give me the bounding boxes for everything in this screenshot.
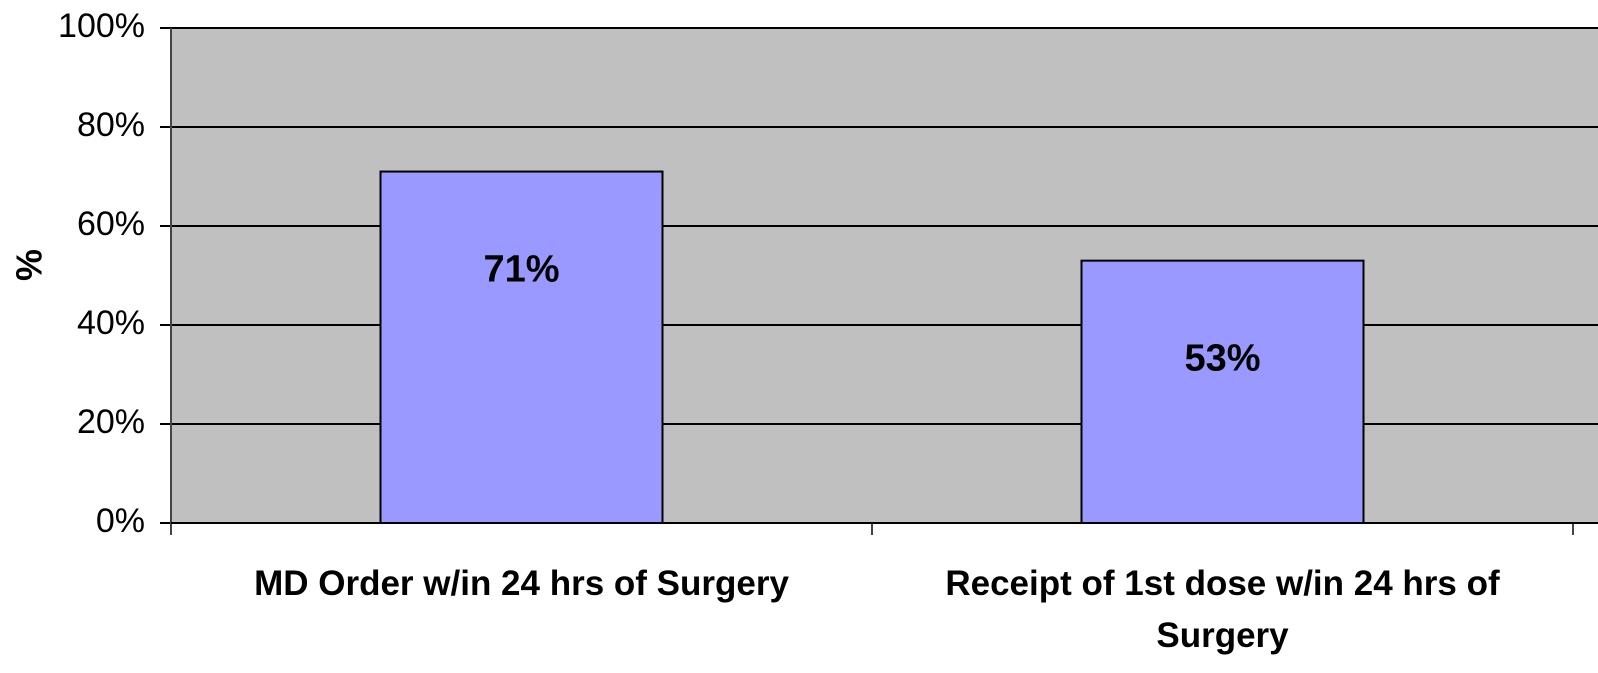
y-tick-label: 20%	[77, 403, 145, 441]
y-axis-label: %	[9, 249, 50, 281]
value-label: 71%	[483, 249, 559, 291]
y-tick-label: 60%	[77, 205, 145, 243]
y-tick-label: 80%	[77, 106, 145, 144]
x-tick-label: MD Order w/in 24 hrs of Surgery	[254, 564, 789, 603]
y-tick-label: 0%	[96, 502, 145, 540]
value-label: 53%	[1184, 338, 1260, 380]
x-tick-label: Receipt of 1st dose w/in 24 hrs of Surge…	[945, 564, 1500, 655]
y-tick-label: 40%	[77, 304, 145, 342]
y-tick-label: 100%	[58, 7, 145, 45]
bar	[379, 170, 664, 525]
bar	[1080, 259, 1365, 524]
